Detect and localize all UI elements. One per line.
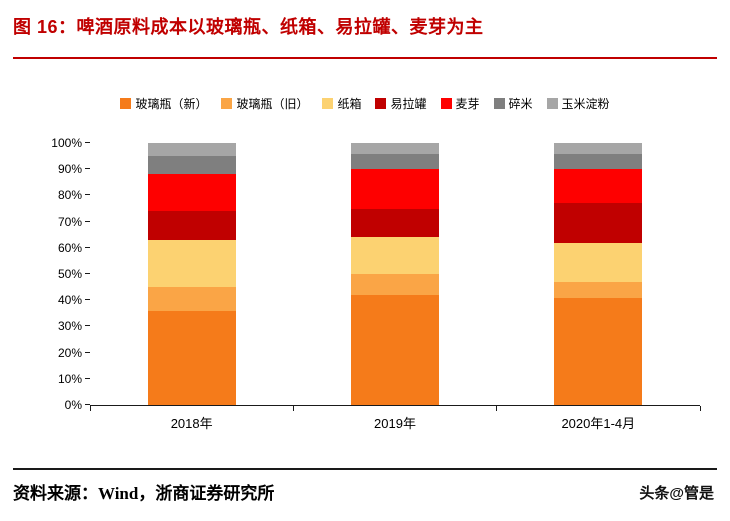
y-tick-mark bbox=[85, 377, 90, 379]
category-slot bbox=[497, 143, 700, 405]
y-tick-label: 30% bbox=[57, 319, 82, 334]
bar-segment bbox=[147, 310, 236, 405]
legend-swatch bbox=[120, 98, 132, 109]
stacked-bar bbox=[554, 143, 643, 405]
y-tick-label: 50% bbox=[57, 267, 82, 281]
footer-divider bbox=[13, 468, 717, 470]
y-tick-mark bbox=[85, 168, 90, 170]
x-tick-label: 2018年 bbox=[170, 416, 213, 431]
x-tick-mark bbox=[292, 406, 294, 411]
bar-segment bbox=[554, 153, 643, 170]
y-tick-label: 80% bbox=[57, 188, 82, 203]
y-tick-mark bbox=[85, 273, 90, 274]
y-tick-label: 40% bbox=[57, 293, 82, 308]
bar-segment bbox=[147, 239, 236, 288]
y-tick-label: 60% bbox=[57, 240, 82, 255]
x-tick-mark bbox=[89, 406, 91, 411]
y-axis: 0% 10% 20% 30% 40% 50% 60% 70% 80% 90% 100% bbox=[34, 137, 82, 411]
bar-segment bbox=[147, 156, 236, 175]
bar-segment bbox=[554, 297, 643, 405]
legend-label: 麦芽 bbox=[455, 97, 480, 111]
bar-segment bbox=[554, 242, 643, 282]
bar-segment bbox=[554, 143, 643, 154]
bar-segment bbox=[554, 281, 643, 298]
bar-segment bbox=[147, 143, 236, 157]
legend-swatch bbox=[322, 98, 334, 109]
title-divider bbox=[13, 57, 717, 59]
y-tick-label: 90% bbox=[57, 162, 82, 177]
x-tick-label: 2020年1-4月 bbox=[561, 416, 636, 431]
y-tick-mark bbox=[85, 299, 90, 301]
legend-label: 碎米 bbox=[508, 97, 533, 111]
y-tick-label: 70% bbox=[57, 214, 82, 229]
y-tick-mark bbox=[85, 194, 90, 196]
bar-segment bbox=[554, 169, 643, 204]
legend-swatch bbox=[440, 98, 452, 109]
bar-segment bbox=[350, 237, 439, 275]
y-tick-mark bbox=[85, 325, 90, 327]
stacked-bar bbox=[147, 143, 236, 405]
legend-item: 玻璃瓶（新） bbox=[120, 95, 207, 112]
x-tick-mark bbox=[699, 406, 701, 411]
legend-swatch bbox=[493, 98, 505, 109]
plot-area bbox=[85, 142, 701, 411]
bar-segment bbox=[350, 153, 439, 170]
chart-legend: 玻璃瓶（新） 玻璃瓶（旧） 纸箱 易拉罐 麦芽 碎米 玉米淀粉 bbox=[0, 95, 730, 112]
legend-item: 玻璃瓶（旧） bbox=[221, 95, 308, 112]
category-slot bbox=[90, 143, 293, 405]
y-tick-mark bbox=[85, 142, 90, 143]
bar-segment bbox=[350, 294, 439, 405]
legend-label: 纸箱 bbox=[337, 97, 362, 111]
y-tick-mark bbox=[85, 351, 90, 353]
bar-segment bbox=[147, 287, 236, 311]
bar-segment bbox=[147, 174, 236, 212]
y-tick-label: 20% bbox=[57, 345, 82, 360]
legend-item: 麦芽 bbox=[440, 95, 480, 112]
y-tick-mark bbox=[85, 246, 90, 248]
bar-segment bbox=[554, 203, 643, 243]
bar-segment bbox=[350, 208, 439, 238]
legend-label: 玻璃瓶（新） bbox=[135, 97, 208, 111]
legend-swatch bbox=[375, 98, 387, 109]
y-tick-label: 0% bbox=[64, 398, 82, 412]
bar-segment bbox=[147, 211, 236, 240]
y-tick-mark bbox=[85, 220, 90, 222]
legend-item: 纸箱 bbox=[322, 95, 361, 112]
legend-swatch bbox=[221, 98, 233, 109]
y-tick-label: 10% bbox=[57, 371, 82, 386]
x-tick-label: 2019年 bbox=[374, 416, 416, 431]
bar-segment bbox=[350, 143, 439, 154]
legend-label: 易拉罐 bbox=[390, 97, 427, 111]
bar-segment bbox=[350, 169, 439, 209]
x-axis: 2018年 2019年 2020年1-4月 bbox=[90, 413, 700, 432]
x-tick-mark bbox=[496, 406, 498, 411]
legend-label: 玻璃瓶（旧） bbox=[236, 97, 309, 111]
bar-segment bbox=[350, 274, 439, 295]
legend-item: 碎米 bbox=[493, 95, 533, 112]
legend-label: 玉米淀粉 bbox=[561, 97, 610, 111]
legend-swatch bbox=[546, 98, 558, 109]
stacked-bar bbox=[350, 143, 439, 405]
legend-item: 易拉罐 bbox=[375, 95, 427, 112]
source-text: 资料来源：Wind，浙商证券研究所 bbox=[13, 484, 275, 503]
y-tick-mark bbox=[85, 404, 90, 405]
y-tick-label: 100% bbox=[51, 136, 82, 150]
category-slot bbox=[293, 143, 496, 405]
watermark-text: 头条@管是 bbox=[639, 485, 714, 502]
figure-title: 图 16：啤酒原料成本以玻璃瓶、纸箱、易拉罐、麦芽为主 bbox=[13, 17, 484, 37]
legend-item: 玉米淀粉 bbox=[546, 95, 610, 112]
